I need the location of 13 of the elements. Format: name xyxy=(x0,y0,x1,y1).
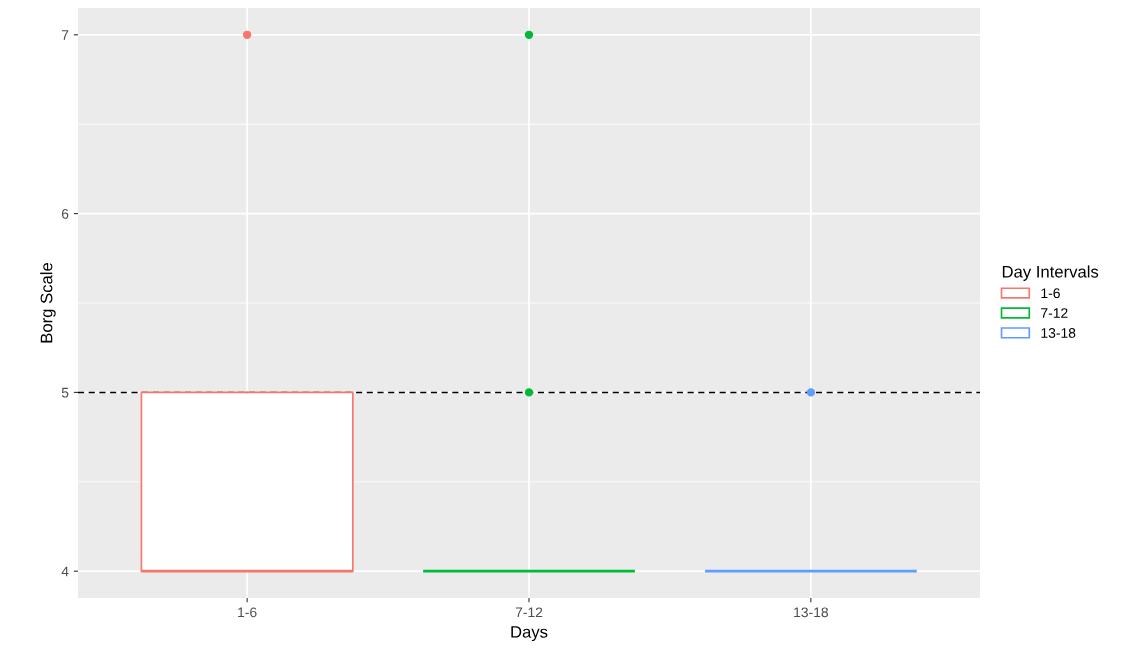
legend-label: 13-18 xyxy=(1041,328,1076,338)
y-tick-label: 5 xyxy=(61,387,69,398)
x-tick-label: 7-12 xyxy=(515,607,543,618)
y-tick-label: 6 xyxy=(61,208,69,219)
y-tick-label: 7 xyxy=(61,30,69,40)
legend-label: 1-6 xyxy=(1041,288,1060,299)
y-axis-title: Borg Scale xyxy=(40,262,56,343)
y-tick-label: 4 xyxy=(61,566,69,577)
legend-title: Day Intervals xyxy=(1002,265,1099,281)
x-tick-label: 1-6 xyxy=(238,607,257,618)
legend-label: 7-12 xyxy=(1041,308,1068,318)
x-tick-label: 13-18 xyxy=(794,607,829,618)
x-axis-title: Days xyxy=(511,626,548,642)
